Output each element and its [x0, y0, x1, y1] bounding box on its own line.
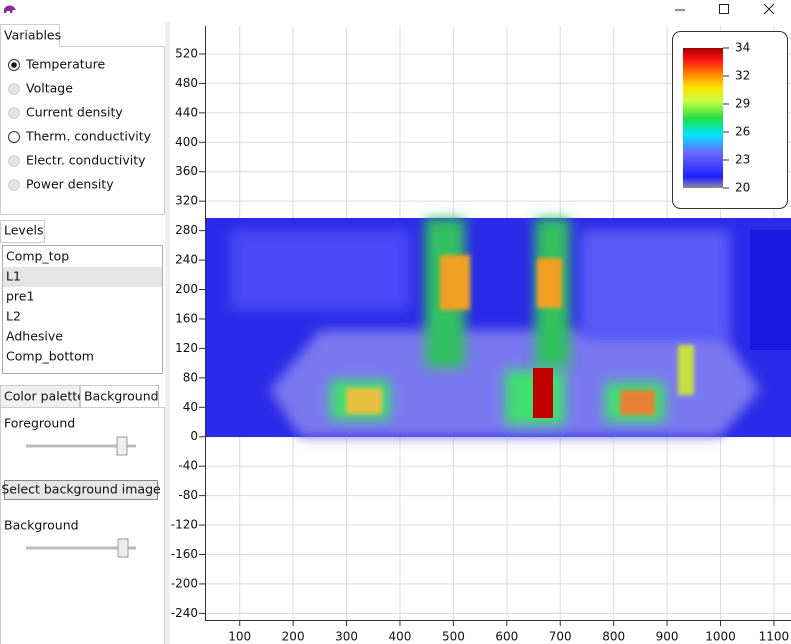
radio-label: Power density	[26, 177, 114, 192]
x-tick-label: 400	[389, 630, 412, 644]
title-bar	[4, 3, 775, 15]
y-tick-label: 280	[175, 223, 198, 237]
x-tick-label: 500	[442, 630, 465, 644]
background-label: Background	[4, 518, 79, 533]
close-button[interactable]	[763, 3, 775, 15]
y-tick-label: 440	[175, 105, 198, 119]
colorbar-tick-label: 34	[735, 41, 750, 55]
foreground-slider[interactable]	[116, 436, 128, 456]
level-item[interactable]: Adhesive	[6, 329, 63, 344]
radio-button[interactable]	[8, 131, 20, 143]
app-icon	[4, 5, 16, 13]
y-tick-label: 120	[175, 341, 198, 355]
radio-button	[8, 107, 20, 119]
tab-label: Color palette	[4, 389, 85, 404]
x-tick-label: 200	[282, 630, 305, 644]
y-tick-label: 160	[175, 311, 198, 325]
x-tick-label: 800	[602, 630, 625, 644]
y-tick-label: -240	[171, 606, 198, 620]
colorbar	[683, 48, 723, 188]
maximize-button[interactable]	[719, 4, 729, 14]
radio-dot	[11, 62, 17, 68]
radio-label: Therm. conductivity	[25, 129, 152, 144]
tab-label: Background	[84, 389, 159, 404]
radio-label: Electr. conductivity	[26, 153, 146, 168]
y-tick-label: 360	[175, 164, 198, 178]
x-tick-label: 900	[656, 630, 679, 644]
y-tick-label: -160	[171, 547, 198, 561]
y-tick-label: -200	[171, 576, 198, 590]
foreground-label: Foreground	[4, 416, 75, 431]
level-item[interactable]: Comp_bottom	[6, 349, 94, 364]
y-tick-label: -80	[178, 488, 198, 502]
colorbar-tick-label: 20	[735, 181, 750, 195]
radio-label: Current density	[26, 105, 123, 120]
x-tick-label: 1100	[759, 630, 790, 644]
splitter[interactable]	[165, 22, 170, 644]
settings-tabs: Color palette Background	[0, 385, 159, 408]
levels-list	[2, 245, 163, 374]
y-tick-label: 480	[175, 76, 198, 90]
levels-tab[interactable]	[0, 220, 45, 243]
colorbar-tick-label: 29	[735, 97, 750, 111]
button-label: Select background image	[1, 482, 161, 497]
y-tick-label: 0	[190, 429, 198, 443]
variables-panel	[0, 46, 165, 215]
x-tick-label: 100	[228, 630, 251, 644]
y-tick-label: 320	[175, 194, 198, 208]
variables-list: Temperature Voltage Current density Therm. …	[8, 57, 152, 192]
y-tick-label: 40	[183, 400, 198, 414]
colorbar-tick-label: 26	[735, 125, 750, 139]
select-background-button[interactable]	[4, 480, 158, 500]
x-tick-label: 700	[549, 630, 572, 644]
x-tick-label: 600	[495, 630, 518, 644]
x-tick-label: 1000	[705, 630, 736, 644]
y-tick-label: 200	[175, 282, 198, 296]
colorbar-ticks: 20 23 26 29 32 34	[723, 41, 750, 195]
levels-items: Comp_top L1 pre1 L2 Adhesive Comp_bottom	[3, 249, 162, 364]
y-tick-label: -120	[171, 518, 198, 532]
radio-label: Temperature	[25, 57, 105, 72]
background-slider[interactable]	[117, 538, 129, 558]
colorbar-tick-label: 32	[735, 69, 750, 83]
settings-panel	[0, 407, 165, 644]
radio-button	[8, 155, 20, 167]
y-tick-label: -40	[178, 459, 198, 473]
level-item[interactable]: L2	[6, 309, 21, 324]
colorbar-tick-label: 23	[735, 153, 750, 167]
level-item[interactable]: Comp_top	[6, 249, 69, 264]
radio-button	[8, 179, 20, 191]
radio-button	[8, 83, 20, 95]
selected-row	[3, 267, 162, 287]
y-tick-label: 80	[183, 370, 198, 384]
y-tick-label: 400	[175, 135, 198, 149]
radio-label: Voltage	[26, 81, 73, 96]
y-tick-label: 240	[175, 253, 198, 267]
x-tick-label: 300	[335, 630, 358, 644]
y-tick-label: 520	[175, 46, 198, 60]
tab-label: Variables	[4, 28, 61, 43]
axes: 100 200 300 400 500 600 700 800 900 1000 1100-240-…	[171, 46, 789, 643]
level-item[interactable]: L1	[6, 269, 21, 284]
tab-label: Levels	[4, 223, 44, 238]
heatmap	[205, 218, 791, 437]
level-item[interactable]: pre1	[6, 289, 34, 304]
